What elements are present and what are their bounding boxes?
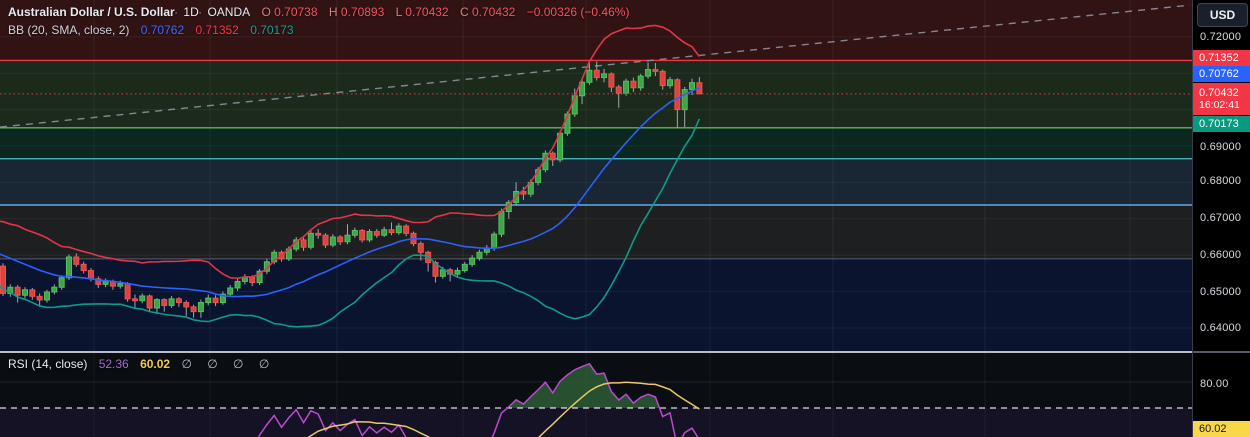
bb-lower-value: 0.70173 — [250, 23, 294, 37]
chart-canvas[interactable] — [0, 0, 1192, 437]
bb-upper-band — [0, 24, 700, 280]
bb-lower-band — [0, 118, 701, 328]
price-axis-label: 0.66000 — [1200, 249, 1242, 261]
bb-label: BB (20, SMA, close, 2) — [8, 23, 130, 37]
low-value: 0.70432 — [405, 5, 449, 19]
high-value: 0.70893 — [340, 5, 385, 19]
price-axis-badge: 0.70432 16:02:41 — [1193, 83, 1250, 115]
change-value: −0.00326 (−0.46%) — [526, 5, 630, 19]
price-axis-label: 0.65000 — [1200, 286, 1242, 298]
low-label: L — [395, 5, 402, 19]
rsi-ma-value: 60.02 — [140, 357, 171, 371]
bb-basis-value: 0.70762 — [140, 23, 185, 37]
price-axis-label: 0.67000 — [1200, 212, 1242, 224]
open-label: O — [261, 5, 271, 19]
price-axis-badge: 0.70762 — [1193, 66, 1250, 82]
axis-pane-divider — [1193, 351, 1250, 353]
price-axis-label: 0.64000 — [1200, 322, 1242, 334]
bb-upper-value: 0.71352 — [195, 23, 239, 37]
open-value: 0.70738 — [274, 5, 318, 19]
symbol-title: Australian Dollar / U.S. Dollar — [8, 5, 175, 19]
interval-label: 1D — [183, 5, 199, 19]
rsi-indicator-legend[interactable]: RSI (14, close) 52.36 60.02 ∅ ∅ ∅ ∅ — [8, 357, 283, 371]
price-axis-label: 0.72000 — [1200, 31, 1242, 43]
price-axis-badge: 0.70173 — [1193, 116, 1250, 132]
exchange-label: OANDA — [207, 5, 251, 19]
bb-basis-line — [0, 86, 700, 298]
rsi-overbought-fill — [507, 363, 660, 408]
high-label: H — [328, 5, 338, 19]
rsi-value: 52.36 — [98, 357, 129, 371]
rsi-ma-line — [307, 381, 700, 437]
legend-separator-2: · — [198, 5, 203, 19]
price-axis-badge: 60.02 — [1193, 421, 1250, 437]
price-axis-label: 80.00 — [1200, 378, 1229, 390]
currency-toggle-button[interactable]: USD — [1197, 3, 1248, 27]
rsi-empty-values: ∅ ∅ ∅ ∅ — [181, 357, 276, 371]
price-axis-label: 0.68000 — [1200, 175, 1242, 187]
price-axis-label: 0.69000 — [1200, 141, 1242, 153]
symbol-legend[interactable]: Australian Dollar / U.S. Dollar · 1D · O… — [8, 5, 637, 19]
legend-separator: · — [174, 5, 179, 19]
price-scale[interactable]: USD 0.72000 0.69000 0.68000 0.67000 0.66000 0… — [1192, 0, 1250, 437]
close-value: 0.70432 — [471, 5, 516, 19]
bb-indicator-legend[interactable]: BB (20, SMA, close, 2) 0.70762 0.71352 0… — [8, 23, 302, 37]
price-axis-badge: 0.71352 — [1193, 50, 1250, 66]
rsi-label: RSI (14, close) — [8, 357, 88, 371]
close-label: C — [459, 5, 469, 19]
